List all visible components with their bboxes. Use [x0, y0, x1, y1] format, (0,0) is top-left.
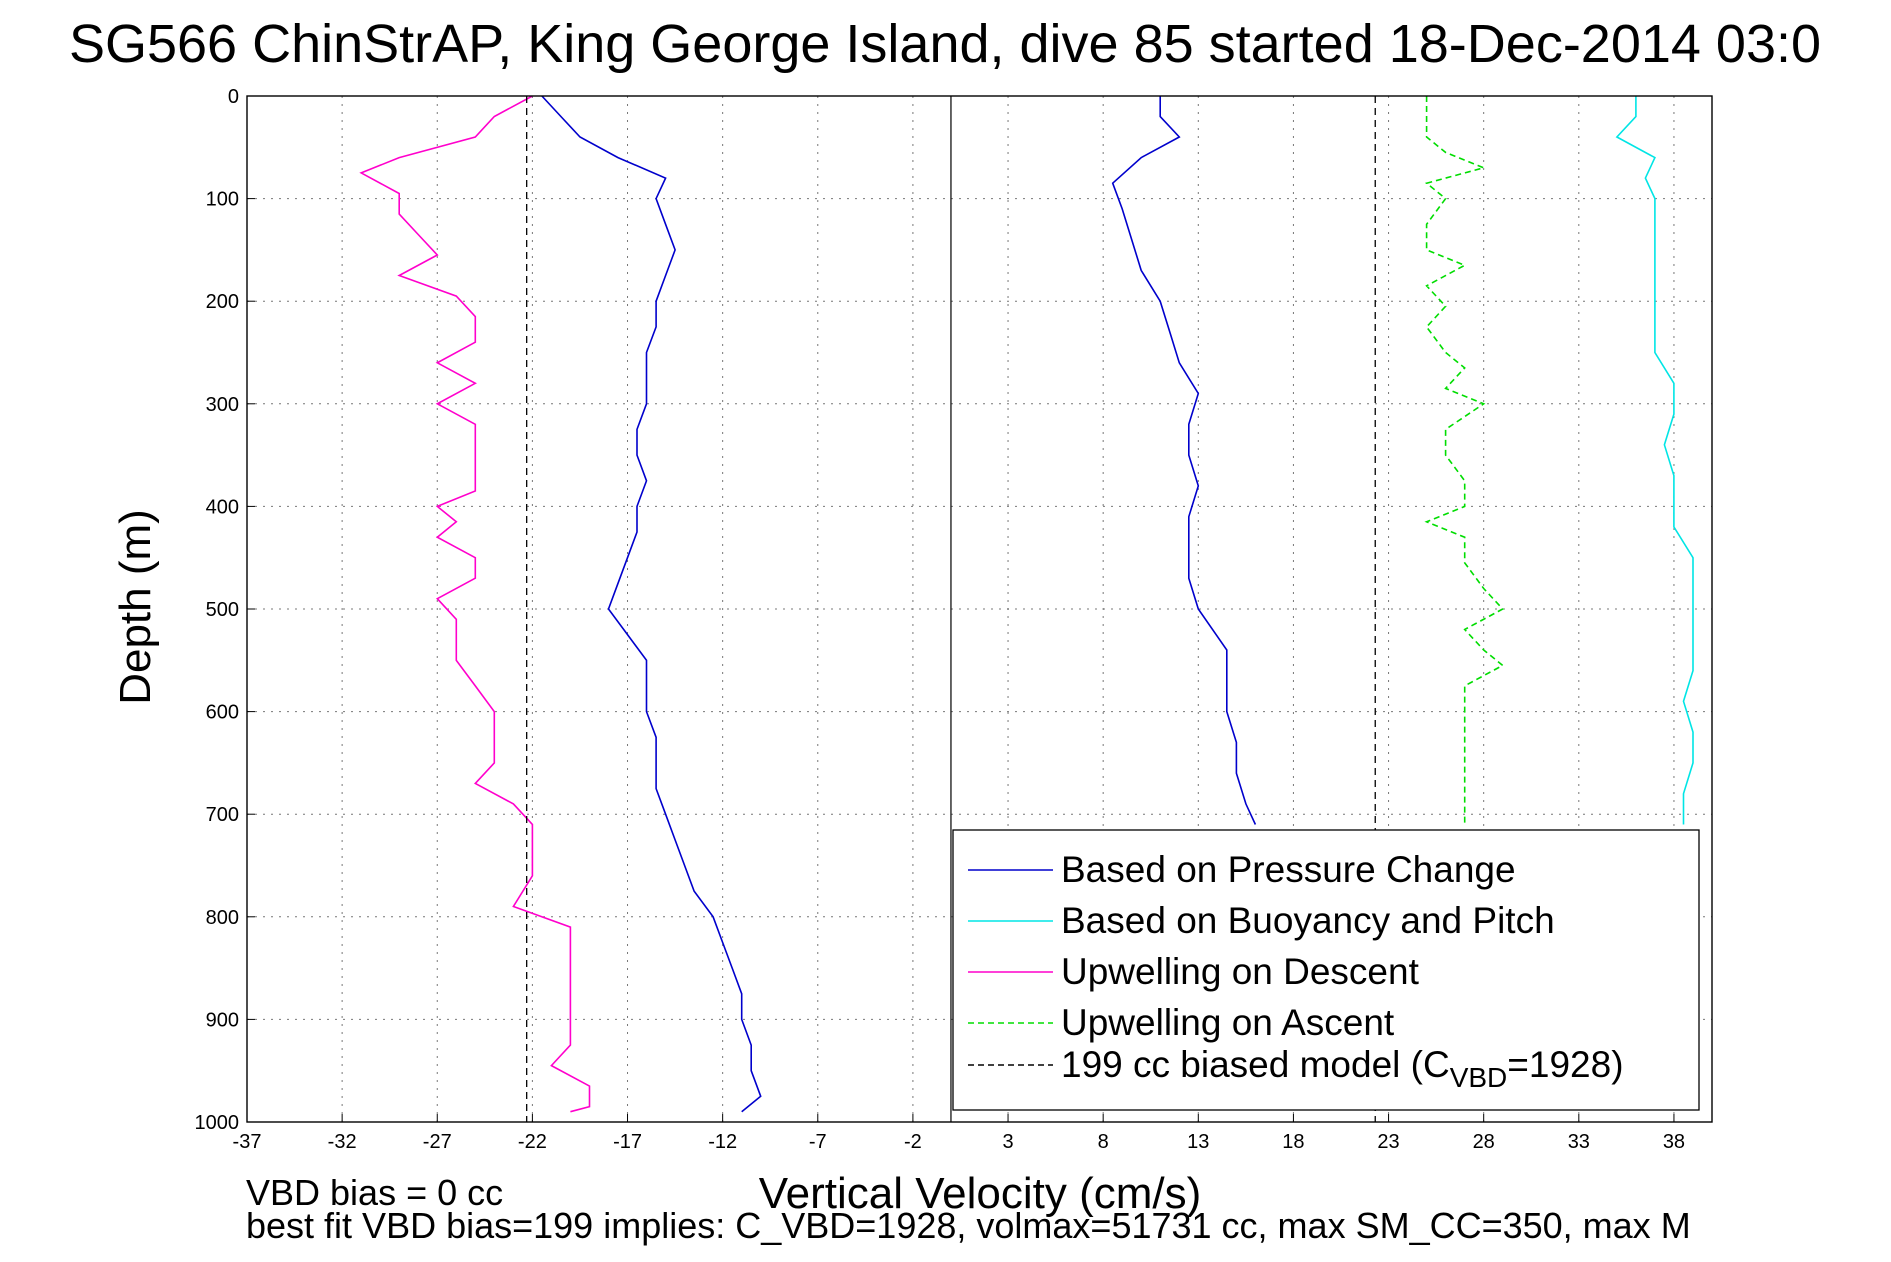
- y-tick-label: 300: [206, 394, 239, 416]
- x-tick-label: 28: [1473, 1131, 1495, 1153]
- y-tick-label: 200: [206, 291, 239, 313]
- y-axis-label: Depth (m): [111, 509, 160, 705]
- x-tick-label: 33: [1568, 1131, 1590, 1153]
- series-line-1: [1111, 96, 1257, 825]
- series-line-4: [1424, 96, 1505, 825]
- y-tick-label: 400: [206, 496, 239, 518]
- x-tick-label: -27: [423, 1131, 452, 1153]
- legend-label: Based on Buoyancy and Pitch: [1061, 900, 1555, 941]
- legend-label: 199 cc biased model (CVBD=1928): [1061, 1044, 1624, 1093]
- y-tick-label: 700: [206, 804, 239, 826]
- y-tick-label: 100: [206, 189, 239, 211]
- x-tick-label: -37: [233, 1131, 262, 1153]
- x-axis-label: Vertical Velocity (cm/s): [759, 1169, 1202, 1218]
- x-tick-label: -17: [613, 1131, 642, 1153]
- legend-label: Upwelling on Ascent: [1061, 1002, 1395, 1043]
- x-tick-label: -32: [328, 1131, 357, 1153]
- series-line-0: [541, 95, 762, 1113]
- x-tick-label: -12: [708, 1131, 737, 1153]
- y-tick-label: 0: [228, 86, 239, 108]
- series-line-2: [1615, 96, 1694, 825]
- y-tick-label: 600: [206, 702, 239, 724]
- vbd-bias-note: VBD bias = 0 cc: [246, 1172, 503, 1213]
- x-tick-label: 13: [1187, 1131, 1209, 1153]
- x-tick-label: 23: [1377, 1131, 1399, 1153]
- x-tick-label: -2: [904, 1131, 922, 1153]
- chart-title: SG566 ChinStrAP, King George Island, div…: [69, 14, 1821, 74]
- x-tick-label: -22: [518, 1131, 547, 1153]
- legend-label: Upwelling on Descent: [1061, 951, 1420, 992]
- tick-labels: -37 -32 -27 -22 -17 -12 -7 -2 3 8 13 18 23 28 33 380100…: [195, 86, 1686, 1153]
- legend-box: [952, 829, 1700, 1111]
- y-tick-label: 900: [206, 1009, 239, 1031]
- y-tick-label: 1000: [195, 1112, 240, 1134]
- x-tick-label: 3: [1002, 1131, 1013, 1153]
- x-tick-label: 38: [1663, 1131, 1685, 1153]
- legend-label: Based on Pressure Change: [1061, 849, 1516, 890]
- series-line-3: [359, 95, 591, 1113]
- x-tick-label: 8: [1098, 1131, 1109, 1153]
- y-tick-label: 500: [206, 599, 239, 621]
- x-tick-label: 18: [1282, 1131, 1304, 1153]
- best-fit-note: best fit VBD bias=199 implies: C_VBD=192…: [246, 1205, 1691, 1246]
- x-tick-label: -7: [809, 1131, 827, 1153]
- legend: Based on Pressure Change Based on Buoyanc…: [952, 829, 1700, 1111]
- y-tick-label: 800: [206, 907, 239, 929]
